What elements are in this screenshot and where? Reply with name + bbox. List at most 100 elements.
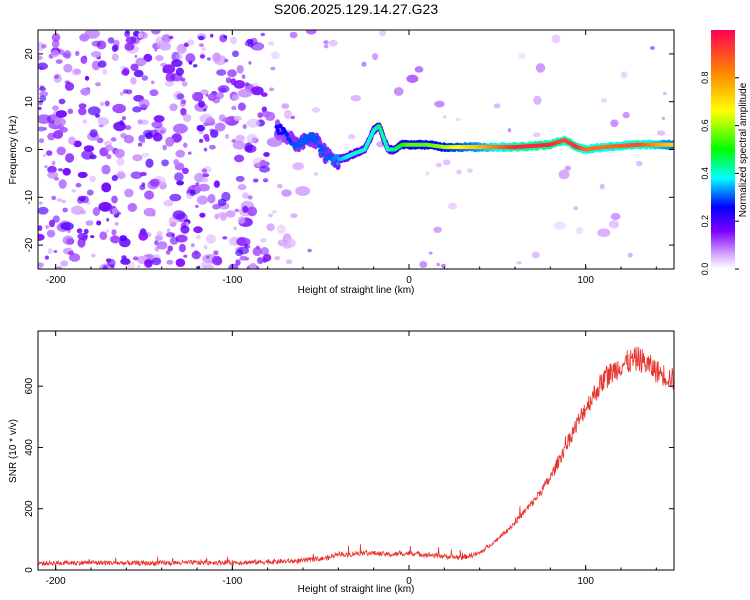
spectrogram-noise-cell <box>52 105 59 111</box>
spectrogram-noise-cell <box>203 122 209 127</box>
spectrogram-noise-cell <box>156 40 171 50</box>
spectrogram-noise-cell <box>252 246 262 257</box>
spectrogram-noise-cell <box>270 66 276 71</box>
snr-line <box>38 346 674 567</box>
spectrogram-noise-cell <box>256 257 264 265</box>
spectrogram-noise-cell <box>85 220 94 226</box>
spectrogram-noise-cell <box>212 52 221 63</box>
spectrogram-noise-cell <box>167 245 174 252</box>
spectrogram-noise-cell <box>281 103 290 109</box>
spectrogram-noise-cell <box>558 169 570 180</box>
spectrogram-noise-cell <box>57 124 65 130</box>
spectrogram-noise-cell <box>260 238 267 243</box>
spectrogram-noise-cell <box>142 129 153 138</box>
spectrogram-noise-cell <box>238 88 252 98</box>
spectrogram-noise-cell <box>393 87 404 96</box>
spectrogram-noise-cell <box>75 50 80 57</box>
spectrogram-signal-cell <box>301 142 305 147</box>
spectrogram-noise-cell <box>126 89 133 95</box>
spectrogram-noise-cell <box>531 251 540 259</box>
spectrogram-noise-cell <box>217 85 230 93</box>
spectrogram-noise-cell <box>493 103 501 109</box>
spectrogram-noise-cell <box>649 46 656 50</box>
spectrogram-noise-cell <box>47 248 53 255</box>
spectrogram-noise-cell <box>532 132 541 138</box>
spectrogram-noise-cell <box>213 250 219 256</box>
spectrogram-noise-cell <box>134 54 138 58</box>
spectrogram-noise-cell <box>456 169 462 175</box>
spectrogram-noise-cell <box>305 30 317 35</box>
spectrogram-noise-cell <box>311 107 321 113</box>
spectrogram-noise-cell <box>235 134 245 143</box>
colorbar-tick-label: 0.2 <box>700 215 710 228</box>
x-tick-label: -200 <box>46 275 66 286</box>
spectrogram-noise-cell <box>183 254 188 258</box>
snr-ylabel: SNR (10 * v/v) <box>8 419 19 483</box>
spectrogram-noise-cell <box>203 147 208 152</box>
spectrogram-noise-cell <box>178 243 186 253</box>
spectrogram-noise-cell <box>84 75 90 81</box>
spectrogram-noise-cell <box>102 265 108 269</box>
spectrogram-noise-cell <box>55 59 63 64</box>
spectrogram-noise-cell <box>80 55 88 64</box>
spectrogram-noise-cell <box>91 253 96 258</box>
spectrogram-noise-cell <box>195 234 201 240</box>
spectrogram-noise-cell <box>157 241 168 250</box>
spectrogram-noise-cell <box>69 253 81 262</box>
spectrogram-noise-cell <box>198 100 205 108</box>
spectrogram-noise-cell <box>193 64 198 68</box>
spectrogram-noise-cell <box>154 235 163 241</box>
spectrogram-noise-cell <box>119 91 124 96</box>
spectrogram-noise-cell <box>90 235 95 239</box>
spectrogram-signal-cell <box>276 131 281 136</box>
spectrogram-noise-cell <box>38 206 49 215</box>
spectrogram-noise-cell <box>145 158 154 168</box>
spectrogram-noise-cell <box>92 207 101 216</box>
spectrogram-noise-cell <box>200 54 205 59</box>
spectrogram-noise-cell <box>38 225 43 231</box>
spectrogram-noise-cell <box>599 183 605 190</box>
spectrogram-noise-cell <box>105 229 110 233</box>
spectrogram-noise-cell <box>62 167 71 176</box>
spectrogram-noise-cell <box>203 245 208 250</box>
spectrogram-noise-cell <box>573 206 579 211</box>
spectrogram-noise-cell <box>140 139 146 144</box>
spectrogram-noise-cell <box>236 237 251 247</box>
spectrogram-noise-cell <box>60 260 69 267</box>
spectrogram-noise-cell <box>627 252 633 258</box>
spectrogram-noise-cell <box>290 115 295 120</box>
spectrogram-noise-cell <box>97 60 107 68</box>
spectrogram-noise-cell <box>151 121 163 129</box>
spectrogram-noise-cell <box>232 140 246 150</box>
spectrogram-noise-cell <box>97 116 102 120</box>
spectrogram-noise-cell <box>176 180 185 186</box>
spectrogram-noise-cell <box>59 49 65 56</box>
spectrogram-noise-cell <box>46 229 56 238</box>
spectrogram-noise-cell <box>44 255 50 260</box>
x-tick-label: -100 <box>222 275 242 286</box>
spectrogram-noise-cell <box>190 243 195 248</box>
spectrogram-signal-cell <box>334 154 339 158</box>
spectrogram-noise-cell <box>76 228 83 234</box>
spectrogram-noise-cell <box>195 182 200 187</box>
spectrogram-noise-cell <box>244 257 250 261</box>
spectrogram-noise-cell <box>52 215 60 223</box>
spectrogram-noise-cell <box>466 168 473 173</box>
spectrogram-noise-cell <box>206 255 210 259</box>
spectrogram-noise-cell <box>124 42 135 51</box>
y-tick-label: 20 <box>24 48 35 60</box>
spectrogram-noise-cell <box>233 80 246 89</box>
spectrogram-noise-cell <box>58 168 63 172</box>
spectrogram-noise-cell <box>307 248 312 253</box>
spectrogram-noise-cell <box>610 212 621 221</box>
spectrogram-noise-cell <box>58 98 66 105</box>
spectrogram-noise-cell <box>234 208 240 213</box>
spectrogram-noise-cell <box>196 124 205 132</box>
spectrogram-noise-cell <box>61 199 67 204</box>
spectrogram-noise-cell <box>232 50 239 58</box>
spectrogram-noise-cell <box>38 106 42 111</box>
spectrogram-noise-cell <box>89 175 96 183</box>
spectrogram-noise-cell <box>82 119 88 124</box>
spectrogram-noise-cell <box>224 58 229 63</box>
spectrogram-noise-cell <box>180 225 190 234</box>
